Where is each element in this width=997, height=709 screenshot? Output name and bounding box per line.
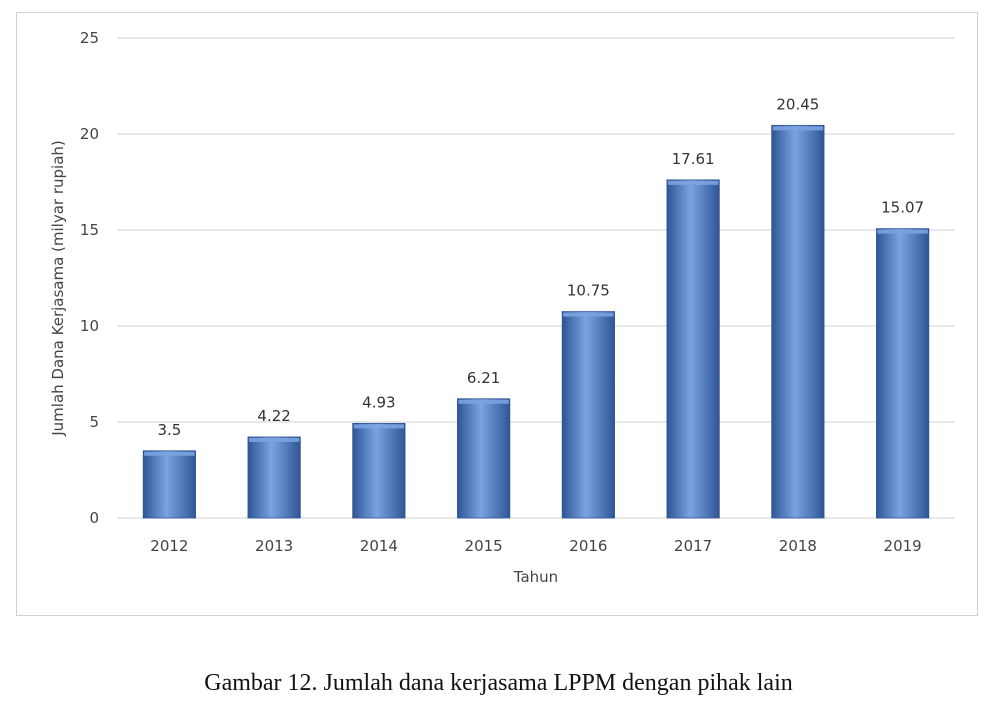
- data-label: 6.21: [467, 369, 500, 387]
- x-tick-label: 2015: [465, 537, 503, 555]
- bar: [771, 124, 825, 519]
- bar: [457, 398, 511, 519]
- figure-caption: Gambar 12. Jumlah dana kerjasama LPPM de…: [204, 670, 793, 696]
- bar: [561, 311, 615, 519]
- data-label: 3.5: [157, 421, 181, 439]
- bar: [876, 228, 930, 519]
- x-tick-label: 2012: [150, 537, 188, 555]
- y-tick-label: 15: [80, 221, 99, 239]
- data-label: 15.07: [881, 199, 924, 217]
- bar-highlight: [458, 399, 509, 404]
- data-label: 20.45: [776, 95, 819, 113]
- gridlines: [117, 37, 955, 519]
- x-tick-label: 2019: [884, 537, 922, 555]
- bar-highlight: [772, 126, 824, 131]
- y-axis-ticks: 0 5 10 15 20 25: [80, 29, 99, 527]
- bars: 3.5 4.22 4.93 6.21 10.75 17.61 20.45 15.07: [142, 95, 930, 519]
- data-label: 10.75: [567, 282, 610, 300]
- x-axis-title: Tahun: [513, 568, 558, 586]
- data-label: 17.61: [672, 150, 715, 168]
- y-tick-label: 0: [89, 509, 99, 527]
- bar: [247, 436, 301, 519]
- bar-highlight: [877, 229, 928, 234]
- bar-highlight: [144, 451, 195, 456]
- x-tick-label: 2014: [360, 537, 398, 555]
- bar: [666, 179, 720, 519]
- x-axis-ticks: 2012 2013 2014 2015 2016 2017 2018 2019: [150, 537, 921, 555]
- data-label: 4.93: [362, 393, 395, 411]
- y-tick-label: 5: [89, 413, 99, 431]
- bar-highlight: [563, 312, 614, 317]
- bar-highlight: [667, 180, 719, 185]
- bar-chart: 0 5 10 15 20 25 3.5 4.22 4.93 6.21 10.75 17.61 20.4…: [49, 29, 955, 586]
- bar-highlight: [353, 424, 405, 429]
- x-tick-label: 2018: [779, 537, 817, 555]
- data-label: 4.22: [257, 407, 290, 425]
- x-tick-label: 2016: [569, 537, 607, 555]
- bar: [142, 450, 196, 519]
- x-tick-label: 2013: [255, 537, 293, 555]
- bar: [352, 422, 406, 519]
- x-tick-label: 2017: [674, 537, 712, 555]
- y-tick-label: 25: [80, 29, 99, 47]
- y-axis-title: Jumlah Dana Kerjasama (milyar rupiah): [49, 140, 67, 437]
- y-tick-label: 10: [80, 317, 99, 335]
- y-tick-label: 20: [80, 125, 99, 143]
- bar-highlight: [248, 437, 300, 442]
- chart-frame: 0 5 10 15 20 25 3.5 4.22 4.93 6.21 10.75 17.61 20.4…: [16, 12, 978, 616]
